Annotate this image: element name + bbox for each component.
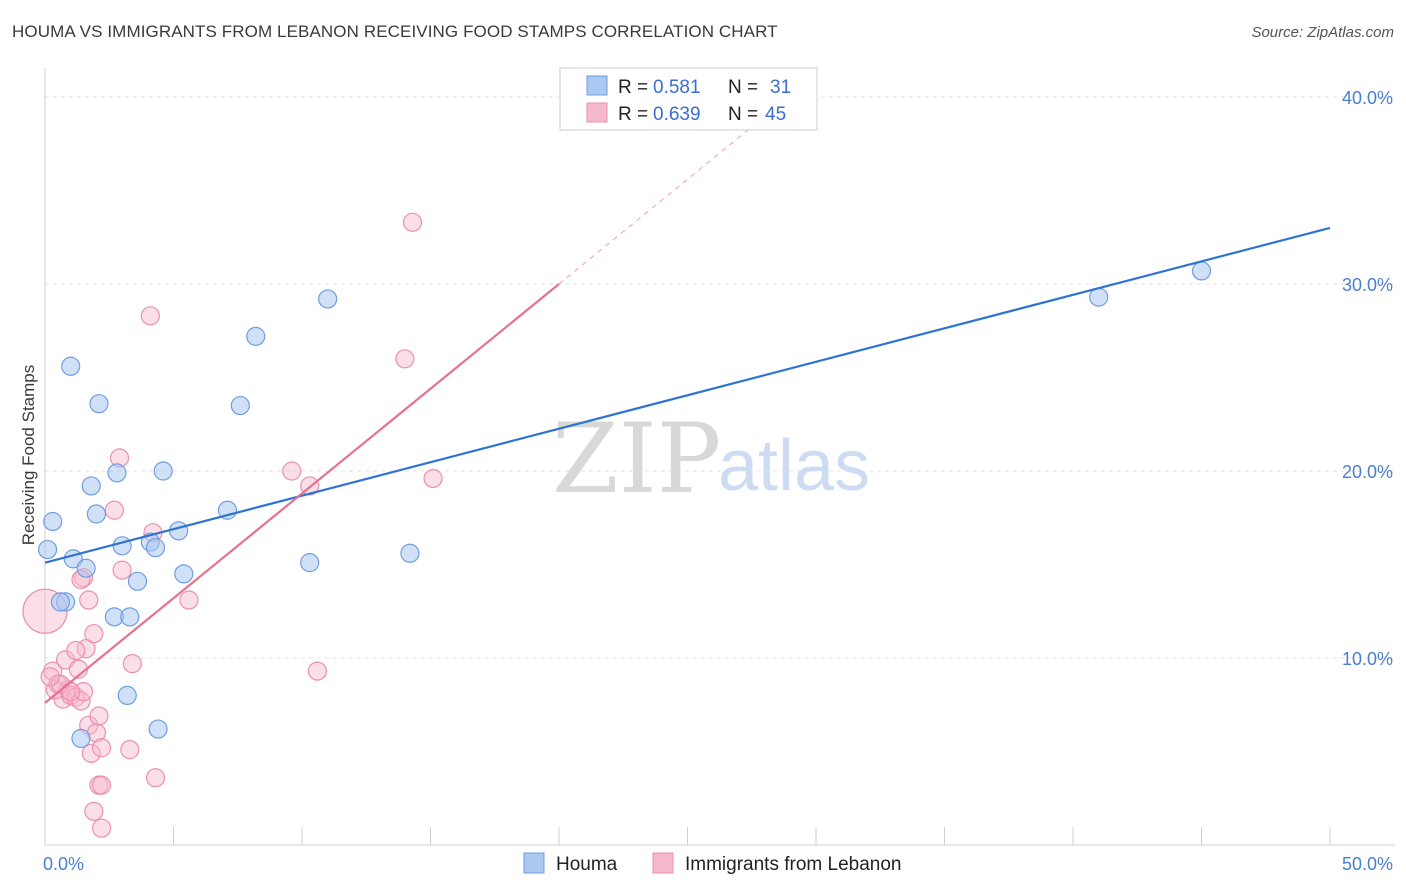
y-axis-label: Receiving Food Stamps <box>19 365 38 545</box>
bottom-legend-swatch-houma <box>523 852 545 874</box>
legend-r-label-houma: R = <box>618 77 648 98</box>
point-houma <box>117 685 137 706</box>
axes <box>44 68 1395 846</box>
point-lebanon <box>395 349 415 369</box>
x-tick-label: 0.0% <box>43 854 84 874</box>
point-houma <box>107 463 127 483</box>
point-lebanon <box>89 706 109 726</box>
legend-n-label-houma: N = <box>728 77 758 98</box>
y-tick-labels: 10.0% 20.0% 30.0% 40.0% <box>1342 88 1393 669</box>
series-houma-points <box>37 261 1212 749</box>
trendline-lebanon <box>44 283 560 704</box>
legend-box: R = 0.581 N = 31 R = 0.639 N = 45 <box>559 67 818 131</box>
point-lebanon <box>79 590 99 610</box>
point-houma <box>174 564 194 584</box>
point-houma <box>148 719 168 739</box>
x-tick-label: 50.0% <box>1342 854 1393 874</box>
legend-r-label-lebanon: R = <box>618 104 648 125</box>
y-tick-label: 30.0% <box>1342 275 1393 295</box>
point-houma <box>120 607 140 627</box>
point-houma <box>112 536 132 556</box>
point-lebanon <box>402 212 423 232</box>
bottom-legend-swatch-lebanon <box>652 852 674 874</box>
point-houma <box>318 289 338 309</box>
point-lebanon <box>179 590 199 610</box>
point-lebanon <box>84 624 104 644</box>
point-houma <box>1191 261 1212 281</box>
legend-r-value-houma: 0.581 <box>653 77 701 98</box>
point-houma <box>89 394 109 414</box>
point-houma <box>43 511 63 532</box>
point-lebanon <box>282 461 302 481</box>
point-houma <box>61 356 81 376</box>
gridlines <box>45 96 1395 659</box>
point-houma <box>50 592 71 612</box>
point-houma <box>153 461 173 481</box>
y-tick-label: 10.0% <box>1342 649 1393 669</box>
legend-n-label-lebanon: N = <box>728 104 758 125</box>
point-houma <box>145 538 166 558</box>
trendline-lebanon-extension <box>558 126 753 285</box>
trend-lines <box>44 126 1331 704</box>
point-lebanon <box>84 801 104 821</box>
legend-n-value-houma: 31 <box>770 77 791 98</box>
series-lebanon-points <box>22 212 443 838</box>
point-houma <box>86 504 107 524</box>
chart-source: Source: ZipAtlas.com <box>1251 24 1394 41</box>
point-lebanon <box>145 768 166 788</box>
point-lebanon <box>423 468 443 489</box>
point-lebanon <box>81 743 101 763</box>
legend-n-value-lebanon: 45 <box>765 104 786 125</box>
point-lebanon <box>40 667 60 687</box>
watermark: ZIP atlas <box>552 403 870 515</box>
legend-swatch-lebanon <box>586 102 608 123</box>
watermark-atlas: atlas <box>718 426 870 506</box>
point-lebanon <box>120 740 140 760</box>
legend-r-value-lebanon: 0.639 <box>653 104 701 125</box>
x-tick-labels: 0.0% 50.0% <box>43 854 1393 874</box>
point-houma <box>127 571 148 591</box>
y-tick-label: 20.0% <box>1342 462 1393 482</box>
point-houma <box>300 553 320 573</box>
point-houma <box>400 543 420 563</box>
legend-swatch-houma <box>586 75 608 96</box>
point-lebanon <box>104 500 124 520</box>
bottom-legend-label-lebanon: Immigrants from Lebanon <box>685 854 902 875</box>
trendline-houma <box>44 226 1331 564</box>
point-houma <box>169 521 189 541</box>
point-lebanon <box>66 640 86 661</box>
point-lebanon <box>61 682 81 702</box>
watermark-zip: ZIP <box>552 403 721 515</box>
point-lebanon <box>91 775 112 795</box>
point-houma <box>76 558 96 578</box>
point-lebanon <box>307 661 328 681</box>
point-lebanon <box>122 654 142 674</box>
point-lebanon <box>140 306 160 326</box>
point-lebanon <box>91 818 112 838</box>
bottom-legend-label-houma: Houma <box>556 854 618 875</box>
point-lebanon <box>91 738 112 758</box>
chart-title: HOUMA VS IMMIGRANTS FROM LEBANON RECEIVI… <box>12 22 778 41</box>
point-houma <box>81 476 101 496</box>
point-houma <box>230 395 250 416</box>
y-tick-label: 40.0% <box>1342 88 1393 108</box>
point-houma <box>37 539 58 560</box>
bottom-legend: Houma Immigrants from Lebanon <box>523 852 902 875</box>
point-houma <box>246 326 266 346</box>
point-lebanon <box>112 560 132 580</box>
point-houma <box>71 728 91 749</box>
